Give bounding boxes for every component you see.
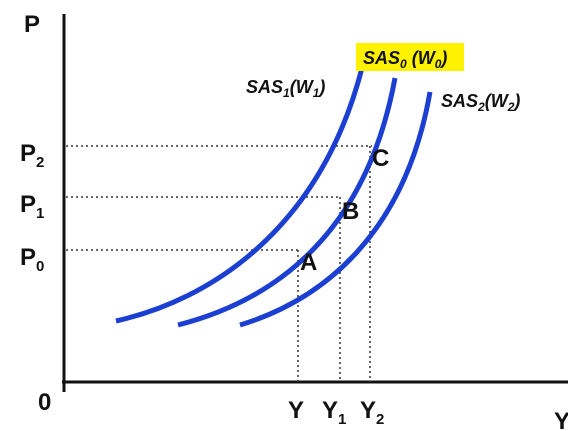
output-tick-y2: Y2 <box>360 397 384 428</box>
sas1-label: SAS1(W1) <box>246 77 325 100</box>
price-tick-p2: P2 <box>20 140 44 171</box>
sas-curves <box>115 67 433 328</box>
origin-label: 0 <box>38 389 51 416</box>
price-tick-p0: P0 <box>20 244 44 275</box>
y-axis-label: P <box>24 11 40 38</box>
sas0-label: SAS0 (W0) <box>363 48 447 71</box>
price-tick-p1: P1 <box>20 191 44 222</box>
sas1-curve <box>115 67 365 324</box>
sas2-label: SAS2(W2) <box>441 91 520 114</box>
output-tick-y1: Y1 <box>322 397 346 428</box>
output-tick-y: Y <box>288 397 304 424</box>
sas0-curve <box>177 77 398 328</box>
point-c-label: C <box>372 145 389 172</box>
guide-lines <box>66 145 372 382</box>
point-b-label: B <box>342 198 359 225</box>
point-a-label: A <box>300 249 317 276</box>
sas0-highlight <box>356 43 464 71</box>
x-axis-label: Y <box>554 408 568 431</box>
sas2-curve <box>239 91 433 328</box>
